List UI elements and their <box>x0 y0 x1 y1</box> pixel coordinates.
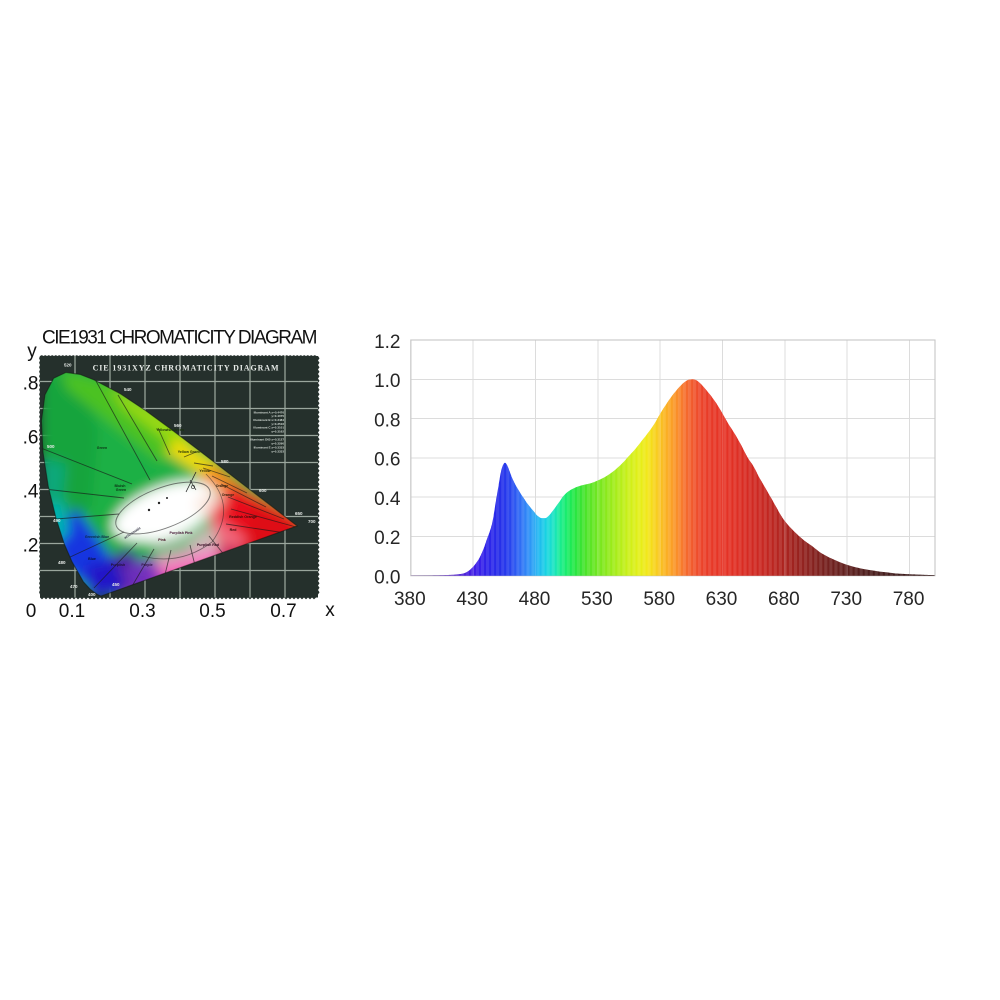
svg-text:.2: .2 <box>23 536 39 557</box>
svg-text:Illuminant A x=0.4476: Illuminant A x=0.4476 <box>254 410 285 414</box>
svg-text:y=0.3333: y=0.3333 <box>271 449 284 453</box>
svg-text:0: 0 <box>26 601 37 622</box>
svg-text:780: 780 <box>893 589 925 610</box>
svg-text:0.8: 0.8 <box>374 410 400 431</box>
svg-text:Yellow Green: Yellow Green <box>178 450 201 454</box>
svg-text:Pink: Pink <box>158 538 166 542</box>
svg-text:560: 560 <box>174 423 182 428</box>
svg-text:0.0: 0.0 <box>374 568 400 589</box>
svg-text:1.0: 1.0 <box>374 371 400 392</box>
svg-text:Purplish Pink: Purplish Pink <box>170 531 193 535</box>
svg-text:730: 730 <box>830 589 862 610</box>
svg-text:.4: .4 <box>23 482 39 503</box>
svg-text:0.7: 0.7 <box>270 601 296 622</box>
svg-text:650: 650 <box>295 511 303 516</box>
svg-text:Red: Red <box>230 528 237 532</box>
svg-text:480: 480 <box>58 560 66 565</box>
svg-text:430: 430 <box>456 589 488 610</box>
svg-text:580: 580 <box>221 459 229 464</box>
svg-text:Green: Green <box>97 446 107 450</box>
svg-text:Blue: Blue <box>88 557 96 561</box>
svg-text:700: 700 <box>308 519 316 524</box>
svg-text:y=0.3516: y=0.3516 <box>271 422 284 426</box>
svg-text:0.3: 0.3 <box>129 601 155 622</box>
svg-text:500: 500 <box>47 444 55 449</box>
svg-text:Greenish Blue: Greenish Blue <box>85 535 109 539</box>
svg-text:Yellowish Green: Yellowish Green <box>156 428 184 432</box>
svg-text:490: 490 <box>53 518 61 523</box>
svg-text:580: 580 <box>643 589 675 610</box>
svg-text:x: x <box>325 600 335 621</box>
svg-text:Purplish Red: Purplish Red <box>197 543 219 547</box>
svg-text:y=0.4075: y=0.4075 <box>271 414 284 418</box>
svg-text:600: 600 <box>259 488 267 493</box>
svg-text:Illuminant C x=0.3101: Illuminant C x=0.3101 <box>253 426 284 430</box>
svg-text:630: 630 <box>706 589 738 610</box>
svg-text:y: y <box>27 341 37 362</box>
svg-text:450: 450 <box>112 582 120 587</box>
svg-text:Purple: Purple <box>141 563 152 567</box>
svg-text:520: 520 <box>64 363 72 368</box>
svg-text:y=0.3162: y=0.3162 <box>271 430 284 434</box>
svg-text:540: 540 <box>124 387 132 392</box>
svg-text:Purplish: Purplish <box>111 563 125 567</box>
svg-text:530: 530 <box>581 589 613 610</box>
svg-text:.8: .8 <box>23 374 39 395</box>
svg-text:Illuminant E x=0.3333: Illuminant E x=0.3333 <box>254 445 285 449</box>
svg-text:.6: .6 <box>23 428 39 449</box>
svg-text:CIE1931 CHROMATICITY DIAGRAM: CIE1931 CHROMATICITY DIAGRAM <box>42 328 317 349</box>
svg-text:0.4: 0.4 <box>374 489 401 510</box>
svg-text:Illuminant D65 x=0.3127: Illuminant D65 x=0.3127 <box>250 437 284 441</box>
svg-text:Orange: Orange <box>222 493 235 497</box>
svg-text:470: 470 <box>70 584 78 589</box>
svg-text:y=0.3290: y=0.3290 <box>271 441 284 445</box>
svg-text:680: 680 <box>768 589 800 610</box>
svg-text:480: 480 <box>519 589 551 610</box>
svg-text:Reddish Orange: Reddish Orange <box>229 515 257 519</box>
svg-text:380: 380 <box>394 589 426 610</box>
svg-text:400: 400 <box>88 592 96 597</box>
svg-text:0.1: 0.1 <box>59 601 85 622</box>
svg-text:0.5: 0.5 <box>199 601 225 622</box>
svg-text:Green: Green <box>116 488 126 492</box>
svg-text:Illuminant B x=0.3484: Illuminant B x=0.3484 <box>253 418 284 422</box>
svg-text:1.2: 1.2 <box>374 332 400 353</box>
svg-text:Bluish: Bluish <box>115 484 126 488</box>
svg-text:0.6: 0.6 <box>374 450 400 471</box>
svg-text:Orange: Orange <box>216 484 229 488</box>
svg-text:0.2: 0.2 <box>374 528 400 549</box>
svg-text:Yellow: Yellow <box>199 469 210 473</box>
svg-text:CIE 1931XYZ CHROMATICITY DIAGR: CIE 1931XYZ CHROMATICITY DIAGRAM <box>93 364 280 373</box>
